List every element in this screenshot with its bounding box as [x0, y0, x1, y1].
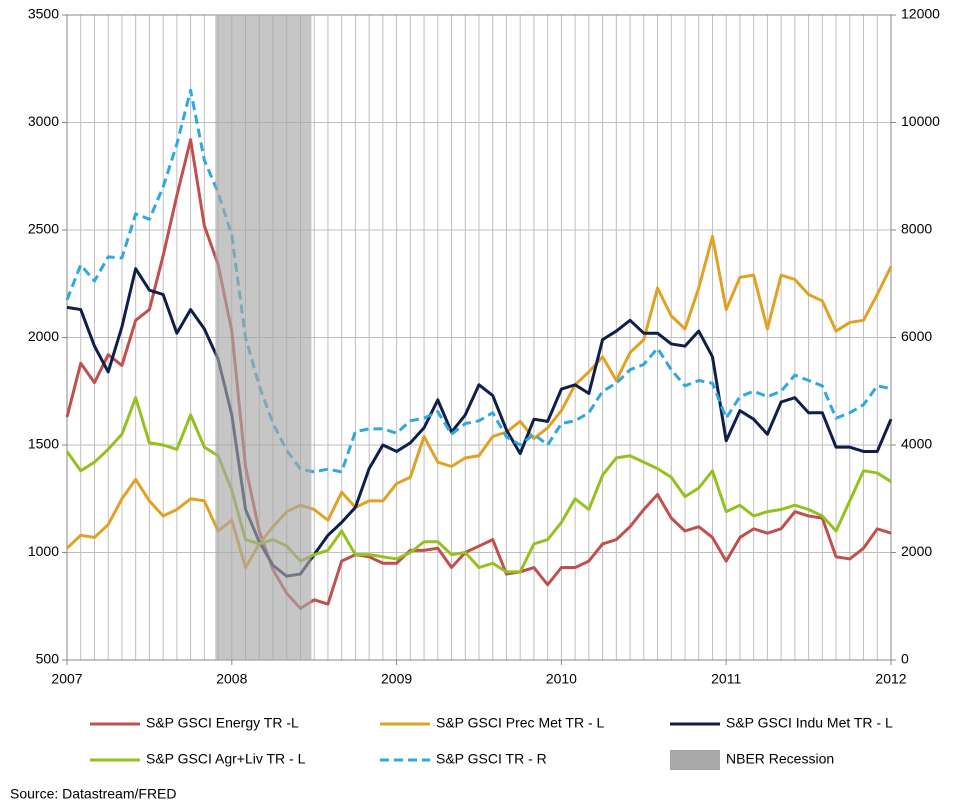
legend-label: NBER Recession	[726, 751, 834, 767]
series-line	[65, 138, 892, 610]
y2-tick-label: 4000	[901, 436, 932, 452]
x-tick-label: 2012	[875, 671, 906, 687]
y-tick-label: 3500	[28, 6, 59, 22]
plot-frame	[66, 14, 892, 661]
x-tick-label: 2007	[51, 671, 82, 687]
series-line	[65, 88, 892, 474]
series-line	[66, 267, 893, 578]
x-tick-label: 2009	[381, 671, 412, 687]
y-tick-label: 2000	[28, 328, 59, 344]
y2-tick-label: 2000	[901, 543, 932, 559]
legend-label: S&P GSCI Energy TR -L	[146, 715, 299, 731]
x-tick-label: 2011	[711, 671, 741, 687]
y-tick-label: 3000	[28, 113, 59, 129]
y2-tick-label: 10000	[901, 113, 940, 129]
y-tick-label: 1500	[28, 436, 59, 452]
y-tick-label: 1000	[28, 543, 59, 559]
recession-band	[215, 15, 312, 660]
legend-label: S&P GSCI Prec Met TR - L	[436, 715, 605, 731]
legend-label: S&P GSCI Indu Met TR - L	[726, 715, 893, 731]
x-tick-label: 2008	[216, 671, 247, 687]
x-tick-label: 2010	[546, 671, 577, 687]
legend-swatch	[670, 750, 720, 770]
legend-label: S&P GSCI TR - R	[436, 751, 547, 767]
series-line	[65, 396, 892, 574]
y2-tick-label: 8000	[901, 221, 932, 237]
y-tick-label: 500	[36, 651, 60, 667]
legend-label: S&P GSCI Agr+Liv TR - L	[146, 751, 306, 767]
source-note: Source: Datastream/FRED	[10, 786, 177, 802]
y2-tick-label: 0	[901, 651, 909, 667]
series-line	[65, 234, 893, 570]
y2-tick-label: 12000	[901, 6, 940, 22]
y2-tick-label: 6000	[901, 328, 932, 344]
y-tick-label: 2500	[28, 221, 59, 237]
